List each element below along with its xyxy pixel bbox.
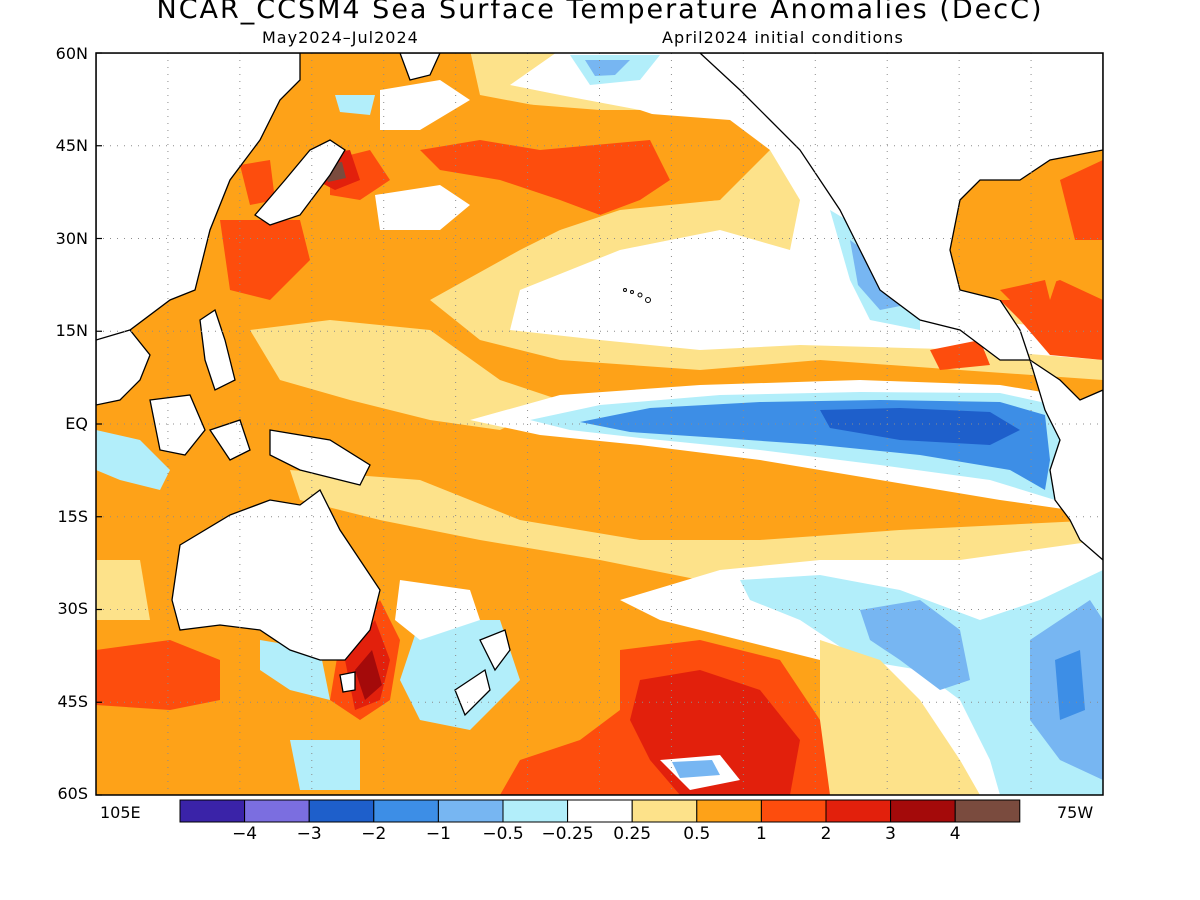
colorbar-label: 0.5: [683, 824, 711, 844]
colorbar-label: 2: [820, 824, 832, 844]
map-plot-area: [96, 53, 1103, 795]
colorbar-swatch: [373, 799, 439, 823]
colorbar-swatch: [502, 799, 569, 823]
anomaly-region: [1060, 160, 1103, 240]
colorbar-label: −3: [296, 824, 322, 844]
anomaly-region: [585, 60, 630, 76]
anomaly-region: [96, 430, 170, 490]
anomaly-region: [510, 53, 1103, 360]
colorbar-label: 4: [949, 824, 961, 844]
map-title: NCAR_CCSM4 Sea Surface Temperature Anoma…: [156, 0, 1044, 25]
colorbar-swatch: [244, 799, 310, 823]
lat-label-15s: 15S: [57, 507, 88, 526]
lat-label-30n: 30N: [55, 229, 88, 248]
colorbar-label: 1: [755, 824, 767, 844]
colorbar-swatch: [631, 799, 698, 823]
colorbar-swatch: [308, 799, 375, 823]
anomaly-region: [930, 340, 990, 370]
anomaly-region: [290, 740, 360, 790]
lat-label-45s: 45S: [57, 692, 88, 711]
lat-label-15n: 15N: [55, 321, 88, 340]
anomaly-region: [220, 220, 310, 300]
lat-label-60s: 60S: [57, 784, 88, 803]
lat-label-eq: EQ: [65, 414, 88, 433]
anomaly-region: [672, 760, 720, 778]
colorbar-label: −2: [361, 824, 387, 844]
colorbar-label: 0.25: [613, 824, 652, 844]
lon-label-right: 75W: [1057, 803, 1094, 822]
initial-conditions: April2024 initial conditions: [662, 28, 904, 47]
axis-ticks: [96, 52, 102, 796]
colorbar-label: −1: [425, 824, 451, 844]
colorbar-swatch: [437, 799, 504, 823]
colorbar-swatch: [890, 799, 956, 823]
colorbar: [179, 799, 1021, 823]
lon-label-left: 105E: [100, 803, 141, 822]
colorbar-swatch: [825, 799, 892, 823]
anomaly-region: [820, 640, 980, 795]
anomaly-region: [375, 185, 470, 230]
lat-label-60n: 60N: [55, 44, 88, 63]
colorbar-swatch: [567, 799, 633, 823]
colorbar-swatch: [954, 799, 1021, 823]
land-masses: [96, 53, 1103, 717]
anomaly-region: [380, 80, 470, 130]
anomaly-region: [860, 600, 970, 690]
anomaly-region: [420, 140, 670, 215]
anomaly-region: [96, 640, 220, 710]
colorbar-label: −0.5: [482, 824, 524, 844]
colorbar-label: −0.25: [541, 824, 594, 844]
colorbar-swatch: [179, 799, 246, 823]
hawaii-islands: [623, 288, 651, 303]
anomaly-region: [335, 95, 375, 115]
anomaly-region: [820, 408, 1020, 445]
lat-label-30s: 30S: [57, 599, 88, 618]
gridlines: [96, 53, 1103, 795]
anomaly-region: [240, 160, 275, 205]
colorbar-label: 3: [885, 824, 897, 844]
anomaly-region: [250, 320, 560, 430]
lat-label-45n: 45N: [55, 136, 88, 155]
anomaly-region: [395, 580, 480, 640]
colorbar-label: −4: [232, 824, 258, 844]
anomaly-region: [740, 570, 1103, 795]
anomaly-region: [96, 560, 150, 620]
anomaly-region: [1055, 650, 1085, 720]
colorbar-swatch: [696, 799, 762, 823]
forecast-period: May2024–Jul2024: [262, 28, 419, 47]
anomaly-region: [355, 650, 382, 700]
colorbar-swatch: [760, 799, 827, 823]
